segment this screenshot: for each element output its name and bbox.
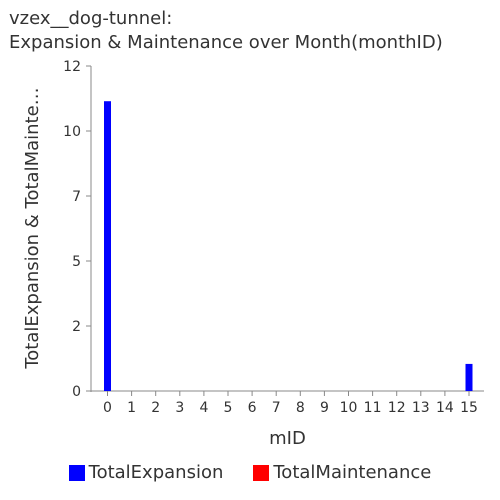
x-tick-label: 0 [103, 400, 112, 416]
x-tick-label: 6 [248, 400, 257, 416]
chart-title: vzex__dog-tunnel: Expansion & Maintenanc… [9, 8, 443, 53]
x-tick-label: 8 [296, 400, 305, 416]
bar-totalexpansion [465, 363, 473, 391]
y-tick-label: 7 [72, 189, 81, 205]
legend: TotalExpansion TotalMaintenance [0, 462, 500, 483]
x-tick-label: 9 [320, 400, 329, 416]
x-tick-label: 10 [340, 400, 358, 416]
x-tick-label: 7 [272, 400, 281, 416]
legend-label-maintenance: TotalMaintenance [273, 462, 432, 483]
legend-swatch-maintenance [253, 464, 270, 481]
bar-totalexpansion [104, 101, 111, 391]
x-tick-label: 2 [151, 400, 160, 416]
y-tick-label: 0 [72, 384, 81, 400]
y-tick-label: 2 [72, 319, 81, 335]
legend-label-expansion: TotalExpansion [88, 462, 224, 483]
legend-swatch-expansion [68, 464, 85, 481]
y-tick-label: 10 [63, 124, 81, 140]
x-tick-label: 4 [199, 400, 208, 416]
x-tick-label: 13 [412, 400, 430, 416]
x-tick-label: 1 [127, 400, 136, 416]
x-tick-label: 15 [460, 400, 478, 416]
x-tick-label: 3 [175, 400, 184, 416]
y-axis-title: TotalExpansion & TotalMainte… [22, 87, 43, 369]
x-tick-label: 14 [436, 400, 454, 416]
legend-item-maintenance: TotalMaintenance [253, 462, 431, 483]
y-tick-label: 5 [72, 254, 81, 270]
x-tick-label: 5 [224, 400, 233, 416]
legend-item-expansion: TotalExpansion [68, 462, 224, 483]
y-tick-label: 12 [63, 59, 81, 75]
x-tick-label: 11 [364, 400, 382, 416]
x-tick-label: 12 [388, 400, 406, 416]
x-axis-title: mID [269, 428, 306, 449]
